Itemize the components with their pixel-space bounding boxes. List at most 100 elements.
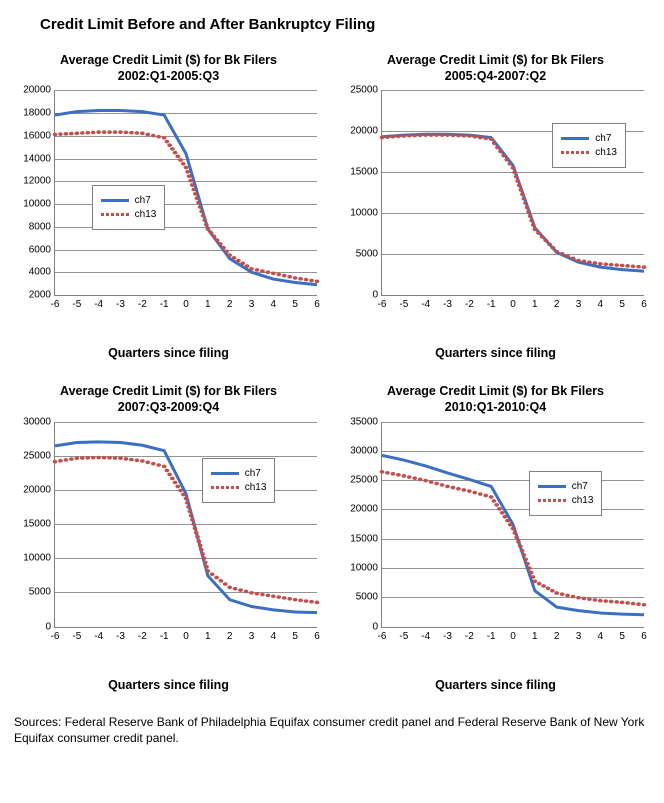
y-tick-label: 12000	[23, 176, 55, 187]
x-tick-label: 6	[641, 295, 647, 310]
legend-label: ch13	[245, 482, 267, 493]
x-axis-title: Quarters since filing	[14, 346, 323, 360]
legend-row-ch7: ch7	[211, 468, 267, 479]
x-tick-label: -2	[465, 295, 474, 310]
legend-swatch	[211, 483, 239, 493]
x-tick-label: -6	[51, 627, 60, 642]
legend-swatch	[561, 148, 589, 158]
legend-swatch	[538, 495, 566, 505]
x-tick-label: -6	[378, 295, 387, 310]
panel-title: Average Credit Limit ($) for Bk Filers 2…	[14, 384, 323, 415]
x-tick-label: 0	[510, 295, 516, 310]
x-tick-label: -4	[421, 627, 430, 642]
y-tick-label: 5000	[356, 249, 382, 260]
x-tick-label: -1	[487, 627, 496, 642]
legend-label: ch13	[135, 209, 157, 220]
y-tick-label: 30000	[350, 445, 382, 456]
x-tick-label: 1	[205, 295, 211, 310]
x-tick-label: 1	[532, 627, 538, 642]
legend-row-ch13: ch13	[538, 495, 594, 506]
y-tick-label: 15000	[350, 167, 382, 178]
legend: ch7 ch13	[92, 185, 166, 230]
x-tick-label: 0	[510, 627, 516, 642]
x-tick-label: 2	[227, 627, 233, 642]
legend-row-ch7: ch7	[561, 133, 617, 144]
x-axis-title: Quarters since filing	[341, 346, 650, 360]
y-tick-label: 18000	[23, 108, 55, 119]
legend: ch7 ch13	[202, 458, 276, 503]
legend-row-ch13: ch13	[101, 209, 157, 220]
y-tick-label: 20000	[23, 484, 55, 495]
x-tick-label: -4	[421, 295, 430, 310]
chart-panel: Average Credit Limit ($) for Bk Filers 2…	[341, 53, 650, 360]
x-tick-label: 5	[619, 295, 625, 310]
legend-swatch	[101, 209, 129, 219]
y-tick-label: 35000	[350, 416, 382, 427]
plot-area: 2000400060008000100001200014000160001800…	[54, 90, 317, 296]
x-tick-label: 3	[576, 295, 582, 310]
x-axis-title: Quarters since filing	[14, 678, 323, 692]
x-tick-label: -1	[160, 295, 169, 310]
chart-panel: Average Credit Limit ($) for Bk Filers 2…	[14, 53, 323, 360]
legend-label: ch7	[135, 195, 151, 206]
series-svg	[55, 422, 317, 627]
legend-label: ch7	[572, 481, 588, 492]
legend-label: ch7	[245, 468, 261, 479]
sources-note: Sources: Federal Reserve Bank of Philade…	[14, 714, 650, 746]
y-tick-label: 25000	[350, 85, 382, 96]
legend-swatch	[538, 481, 566, 491]
y-tick-label: 14000	[23, 153, 55, 164]
x-tick-label: 5	[292, 627, 298, 642]
x-tick-label: -4	[94, 627, 103, 642]
y-tick-label: 10000	[350, 562, 382, 573]
x-tick-label: -5	[72, 295, 81, 310]
x-tick-label: 5	[292, 295, 298, 310]
x-tick-label: -4	[94, 295, 103, 310]
x-tick-label: -6	[378, 627, 387, 642]
legend-label: ch13	[595, 147, 617, 158]
series-ch13	[53, 455, 320, 604]
legend-row-ch7: ch7	[538, 481, 594, 492]
x-tick-label: 3	[249, 295, 255, 310]
x-axis-title: Quarters since filing	[341, 678, 650, 692]
x-tick-label: -5	[399, 627, 408, 642]
x-tick-label: -3	[116, 295, 125, 310]
x-tick-label: -6	[51, 295, 60, 310]
plot-area: 0500010000150002000025000-6-5-4-3-2-1012…	[381, 90, 644, 296]
chart-grid: Average Credit Limit ($) for Bk Filers 2…	[14, 53, 650, 692]
x-tick-label: 2	[227, 295, 233, 310]
x-tick-label: -2	[138, 627, 147, 642]
x-tick-label: 4	[598, 295, 604, 310]
y-tick-label: 10000	[23, 553, 55, 564]
legend: ch7 ch13	[552, 123, 626, 168]
series-svg	[382, 90, 644, 295]
x-tick-label: -3	[443, 627, 452, 642]
legend-label: ch13	[572, 495, 594, 506]
x-tick-label: -2	[465, 627, 474, 642]
x-tick-label: 6	[314, 295, 320, 310]
x-tick-label: 3	[249, 627, 255, 642]
y-tick-label: 10000	[350, 208, 382, 219]
x-tick-label: 2	[554, 295, 560, 310]
legend-swatch	[101, 195, 129, 205]
legend: ch7 ch13	[529, 471, 603, 516]
page-title: Credit Limit Before and After Bankruptcy…	[40, 16, 650, 33]
y-tick-label: 4000	[29, 267, 55, 278]
series-svg	[382, 422, 644, 627]
legend-row-ch13: ch13	[561, 147, 617, 158]
y-tick-label: 25000	[350, 475, 382, 486]
x-tick-label: -1	[487, 295, 496, 310]
x-tick-label: 2	[554, 627, 560, 642]
y-tick-label: 10000	[23, 199, 55, 210]
plot-area: 050001000015000200002500030000-6-5-4-3-2…	[54, 422, 317, 628]
x-tick-label: 6	[314, 627, 320, 642]
x-tick-label: -3	[116, 627, 125, 642]
y-tick-label: 8000	[29, 221, 55, 232]
y-tick-label: 20000	[350, 504, 382, 515]
y-tick-label: 15000	[23, 519, 55, 530]
legend-swatch	[211, 469, 239, 479]
x-tick-label: -5	[399, 295, 408, 310]
legend-row-ch13: ch13	[211, 482, 267, 493]
panel-title: Average Credit Limit ($) for Bk Filers 2…	[341, 384, 650, 415]
y-tick-label: 5000	[29, 587, 55, 598]
